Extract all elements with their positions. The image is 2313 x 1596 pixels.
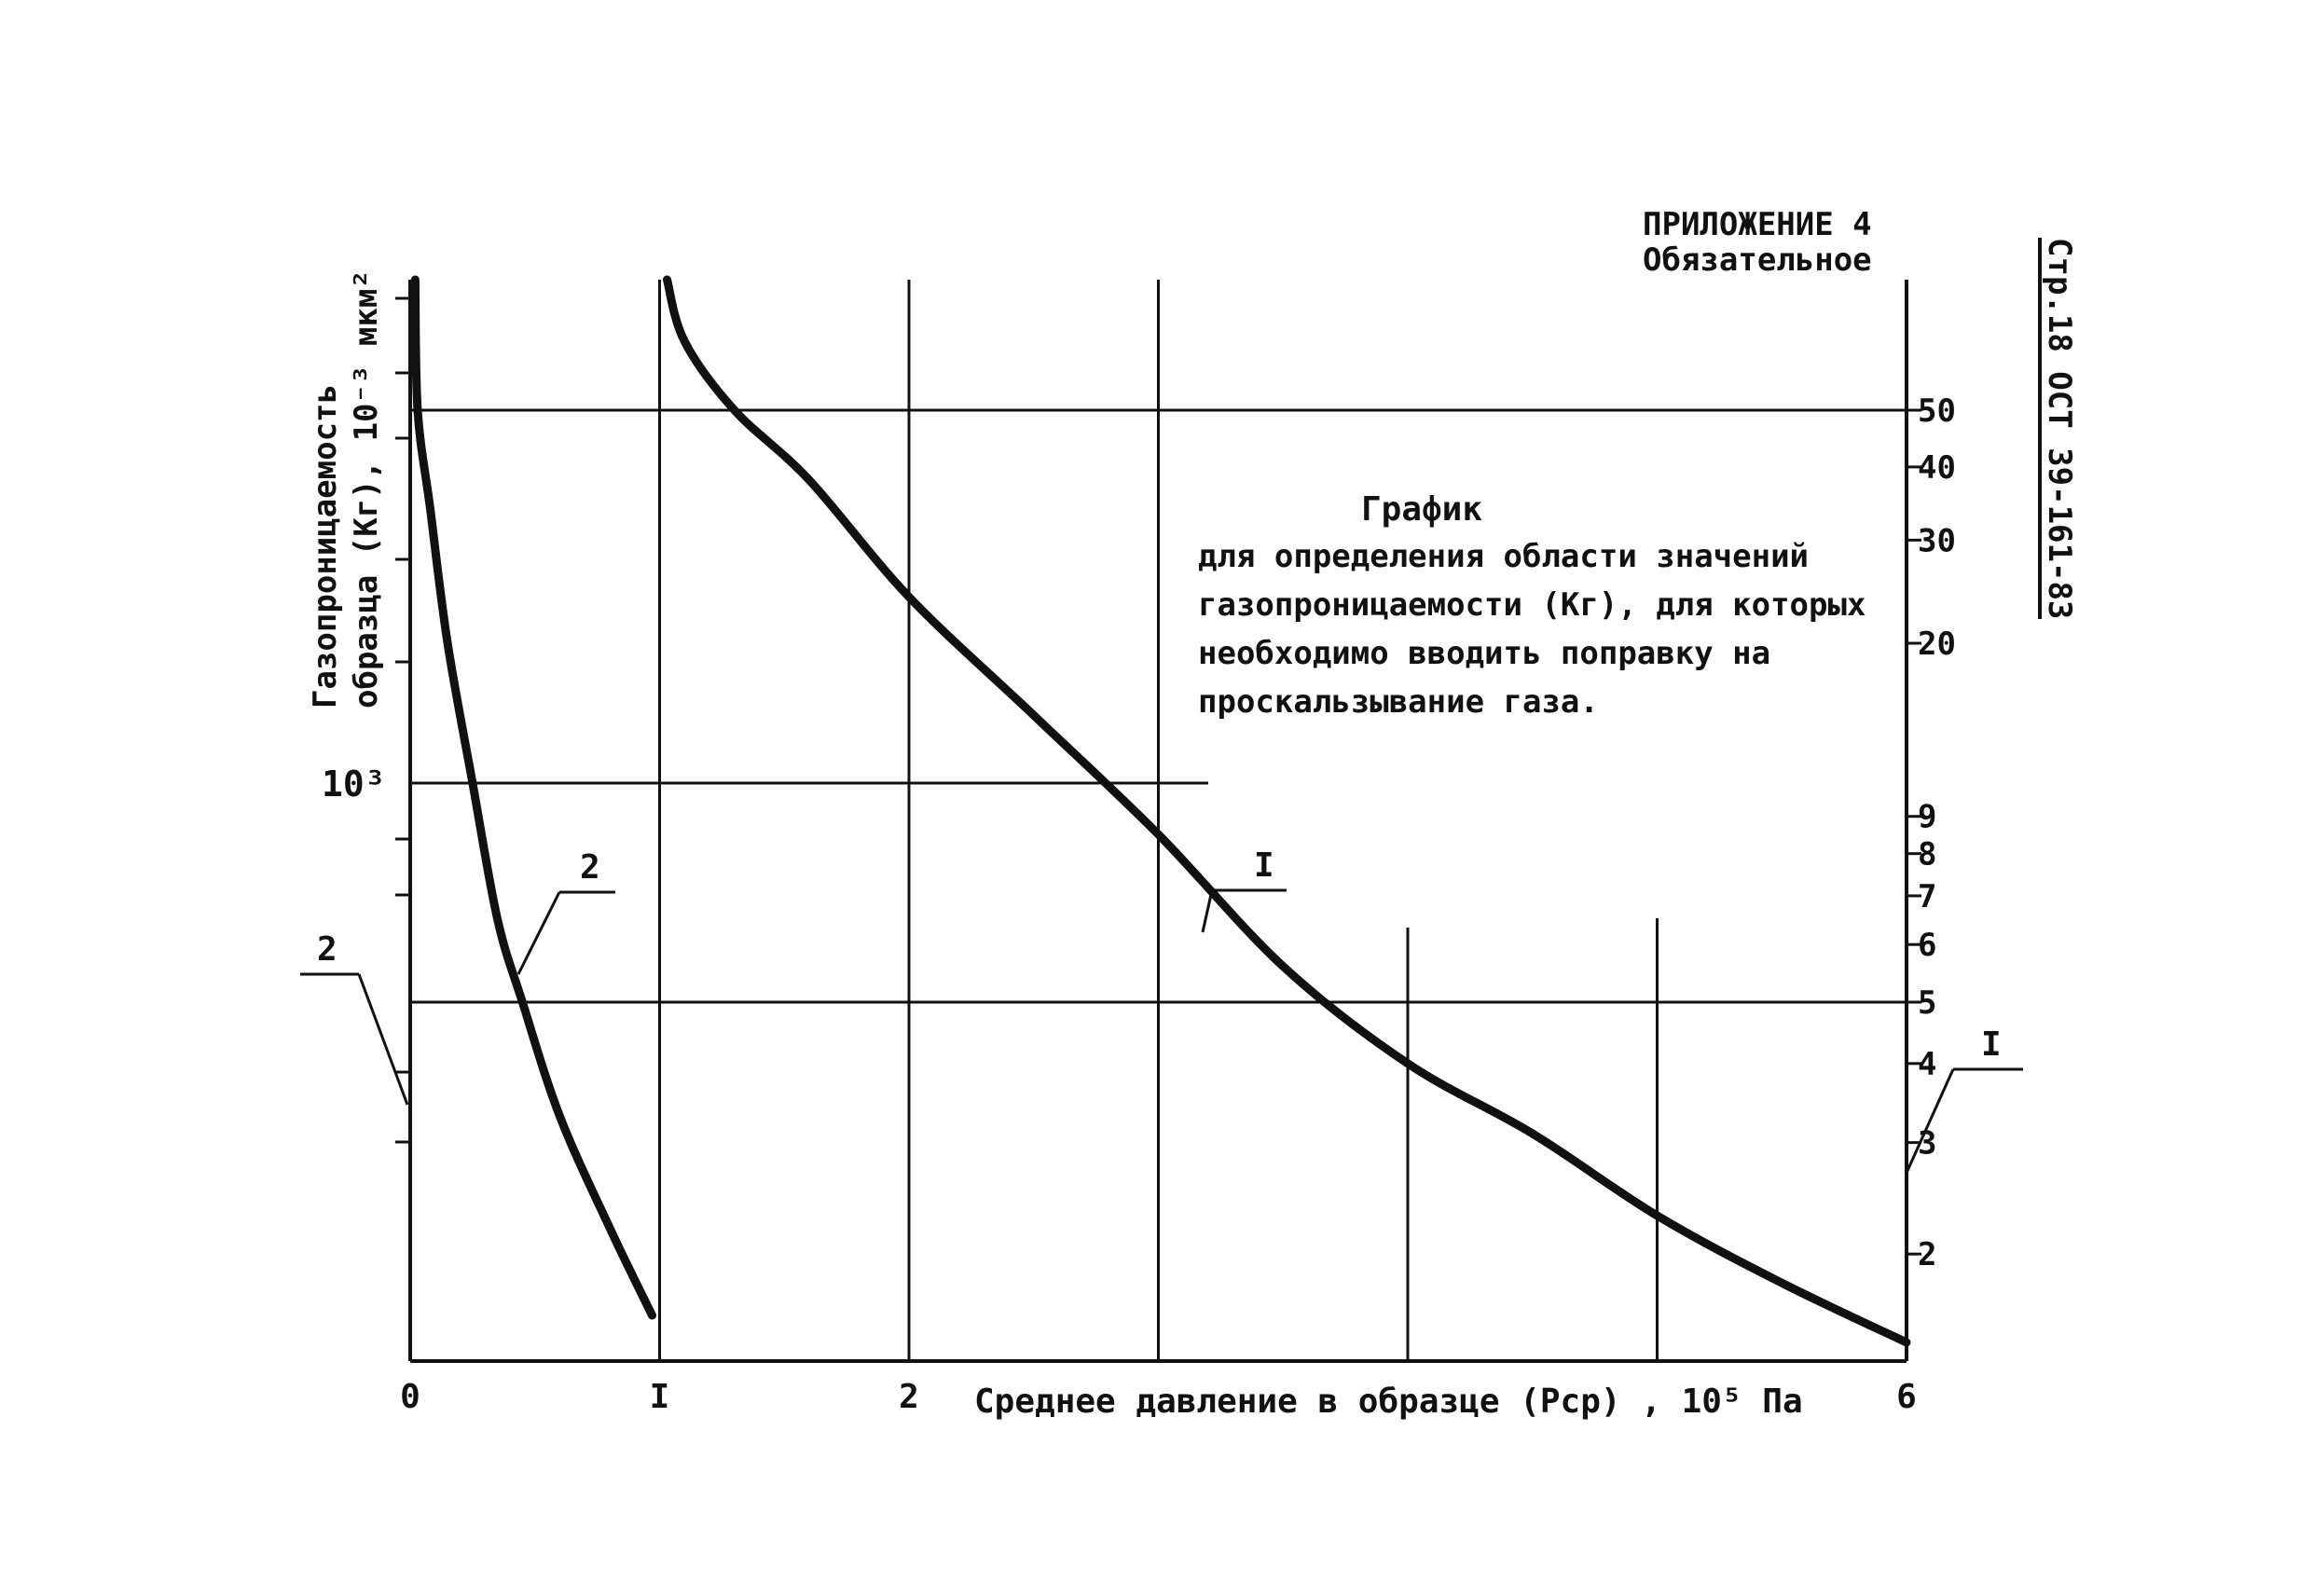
left-tick-label-0: 10³ bbox=[322, 764, 386, 805]
chart-labels: Среднее давление в образце (Рср) , 10⁵ П… bbox=[300, 269, 2023, 1421]
chart-grid bbox=[410, 280, 1907, 1361]
series-I-curve bbox=[663, 275, 1911, 1347]
chart-subtitle-line-3: проскальзывание газа. bbox=[1198, 683, 1599, 721]
chart-axes bbox=[408, 280, 1908, 1363]
chart-title: График bbox=[1361, 490, 1482, 529]
chart-subtitle-line-0: для определения области значений bbox=[1198, 538, 1809, 575]
curve-label-3: 2 bbox=[317, 930, 337, 969]
curve-label-leader-0 bbox=[1201, 888, 1287, 933]
chart-subtitle-line-1: газопроницаемости (Кг), для которых bbox=[1198, 586, 1866, 624]
curve-label-1: I bbox=[1981, 1025, 2002, 1064]
x-axis-label: Среднее давление в образце (Рср) , 10⁵ П… bbox=[974, 1383, 1803, 1421]
right-tick-label-8: 5 bbox=[1918, 984, 1936, 1022]
chart-subtitle-line-2: необходимо вводить поправку на bbox=[1198, 635, 1770, 672]
x-tick-label-2: 2 bbox=[899, 1378, 919, 1416]
y-axis-label-line-1: образца (Кг), 10⁻³ мкм² bbox=[348, 269, 385, 709]
right-tick-label-5: 8 bbox=[1918, 836, 1936, 874]
right-tick-label-9: 4 bbox=[1918, 1046, 1936, 1083]
right-tick-label-3: 20 bbox=[1918, 626, 1956, 663]
x-tick-label-1: I bbox=[650, 1378, 670, 1416]
appendix-stamp: ПРИЛОЖЕНИЕ 4 Обязательное bbox=[1643, 207, 1872, 278]
curve-label-leader-2 bbox=[516, 890, 615, 975]
x-tick-label-3: 6 bbox=[1896, 1378, 1917, 1416]
right-tick-label-7: 6 bbox=[1918, 927, 1936, 964]
curve-label-2: 2 bbox=[580, 848, 600, 887]
right-tick-label-4: 9 bbox=[1918, 799, 1936, 836]
right-tick-label-0: 50 bbox=[1918, 392, 1956, 430]
y-axis-label-line-0: Газопроницаемость bbox=[307, 384, 344, 709]
right-tick-label-6: 7 bbox=[1918, 878, 1936, 915]
right-tick-label-11: 2 bbox=[1918, 1236, 1936, 1273]
appendix-line-1: ПРИЛОЖЕНИЕ 4 bbox=[1643, 206, 1872, 243]
appendix-line-2: Обязательное bbox=[1643, 241, 1872, 279]
right-tick-label-2: 30 bbox=[1918, 522, 1956, 559]
right-tick-label-1: 40 bbox=[1918, 449, 1956, 487]
x-tick-label-0: 0 bbox=[400, 1378, 420, 1416]
curve-label-0: I bbox=[1254, 846, 1274, 885]
series-2-curve bbox=[410, 275, 656, 1320]
chart-series bbox=[410, 275, 1911, 1347]
curve-label-leader-3 bbox=[300, 972, 409, 1106]
curve-label-leader-1 bbox=[1905, 1067, 2023, 1174]
